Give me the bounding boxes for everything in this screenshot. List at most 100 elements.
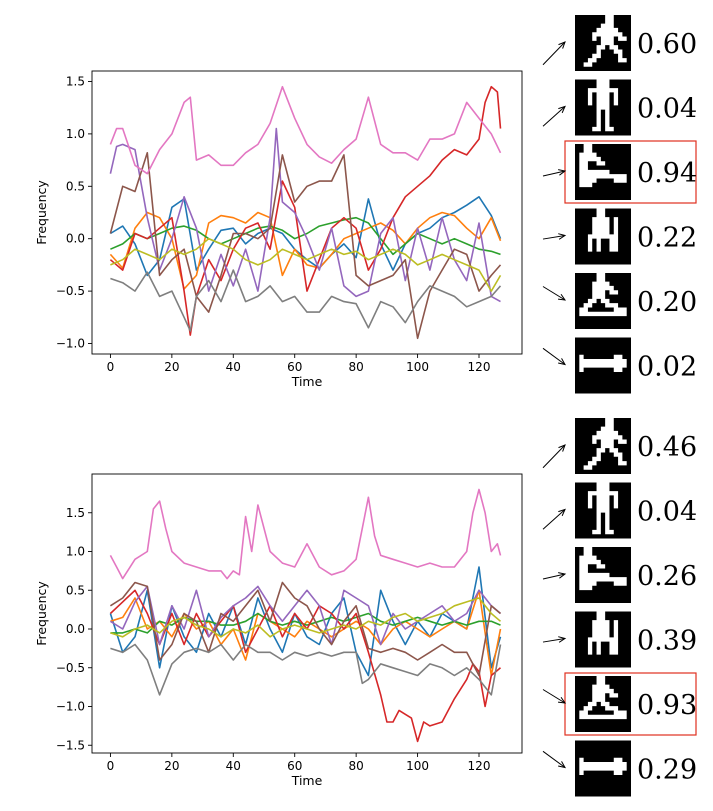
arrow [542, 572, 567, 580]
arrow [542, 286, 567, 301]
y-tick-label: 0.5 [66, 583, 85, 597]
chart-panel-1: 0 20 40 60 80 100 120 −1.0 −0.5 0.0 0.5 1.0 1.5 Time F… [34, 70, 523, 389]
prediction-row: 0.26 [542, 547, 697, 603]
prediction-column-2: 0.46 0.04 0.26 0.39 0.93 0.29 [542, 418, 697, 797]
y-tick-label: −0.5 [56, 284, 85, 298]
lying-icon [575, 740, 631, 797]
arrow-shaft [542, 750, 566, 768]
probability-score: 0.26 [637, 561, 697, 592]
sitting-on-floor-icon [575, 547, 631, 603]
probability-score: 0.60 [637, 29, 697, 60]
arrow [542, 347, 566, 366]
series-line-7 [109, 85, 502, 175]
series-line-8 [110, 269, 502, 332]
icon-figure [579, 757, 627, 775]
x-tick-label: 100 [406, 759, 429, 773]
standing-icon [575, 482, 631, 539]
x-tick-label: 40 [226, 759, 241, 773]
arrow-shaft [542, 106, 566, 127]
arrow-head [558, 41, 566, 49]
x-tick-label: 20 [164, 759, 179, 773]
prediction-row: 0.39 [542, 611, 697, 668]
arrow-shaft [542, 638, 566, 643]
prediction-row: 0.20 [542, 273, 697, 329]
y-tick-label: 1.0 [66, 127, 85, 141]
prediction-row: 0.60 [542, 15, 697, 71]
lying-icon [575, 337, 631, 394]
arrow [542, 508, 566, 530]
arrow-shaft [542, 170, 566, 177]
chart-panel-2: 0 20 40 60 80 100 120 −1.5 −1.0 −0.5 0.0 0.5 1.0 1.5 T… [34, 473, 523, 788]
y-tick-label: 0.0 [66, 622, 85, 636]
arrow [542, 169, 567, 177]
arrow-head [558, 572, 567, 579]
probability-score: 0.39 [637, 626, 697, 657]
probability-score: 0.04 [637, 94, 697, 125]
arrow [542, 233, 567, 240]
icon-figure [579, 144, 627, 188]
arrow-head [557, 293, 567, 301]
highlight-box [564, 672, 697, 736]
icon-figure [583, 418, 627, 470]
series-group [109, 488, 502, 743]
x-tick-label: 120 [468, 759, 491, 773]
y-tick-label: 1.0 [66, 545, 85, 559]
prediction-row: 0.46 [542, 418, 697, 474]
arrow [542, 750, 566, 769]
sitting-on-floor-icon [575, 144, 631, 200]
y-tick-label: −1.0 [56, 700, 85, 714]
walking-icon [575, 15, 631, 71]
arrow-shaft [542, 235, 566, 240]
arrow [542, 636, 567, 643]
icon-figure [579, 676, 627, 720]
series-line-4 [109, 589, 502, 743]
icon-figure [579, 354, 627, 372]
arrow-head [558, 233, 567, 240]
series-line-8 [110, 643, 502, 696]
series-line-7 [109, 488, 502, 580]
arrow [542, 41, 566, 66]
probability-score: 0.94 [637, 158, 697, 189]
probability-score: 0.04 [637, 497, 697, 528]
icon-figure [579, 547, 627, 591]
probability-score: 0.29 [637, 755, 697, 786]
probability-score: 0.46 [637, 432, 697, 463]
highlight-box [564, 140, 697, 204]
y-axis-label: Frequency [34, 581, 49, 646]
arrow-head [557, 696, 567, 704]
x-tick-label: 120 [468, 360, 491, 374]
y-tick-label: 0.5 [66, 179, 85, 193]
arrow-head [558, 761, 566, 769]
series-line-5 [109, 127, 501, 303]
getting-up-icon [575, 273, 631, 329]
arrow-shaft [542, 509, 566, 530]
x-tick-label: 20 [164, 360, 179, 374]
x-tick-label: 0 [107, 360, 115, 374]
series-line-2 [110, 589, 502, 677]
arrow-head [558, 358, 566, 366]
arrow-shaft [542, 689, 566, 704]
prediction-row: 0.94 [542, 140, 697, 204]
sitting-on-chair-icon [575, 611, 631, 668]
prediction-row: 0.04 [542, 79, 697, 136]
arrow-head [558, 105, 566, 114]
icon-figure [587, 79, 619, 132]
icon-figure [579, 273, 627, 317]
arrow-head [558, 444, 566, 452]
y-tick-label: 1.5 [66, 74, 85, 88]
prediction-row: 0.02 [542, 337, 697, 394]
arrow [542, 444, 566, 469]
plot-frame [91, 473, 523, 754]
probability-score: 0.22 [637, 223, 697, 254]
prediction-row: 0.29 [542, 740, 697, 797]
walking-icon [575, 418, 631, 474]
arrow-shaft [542, 286, 566, 301]
prediction-row: 0.04 [542, 482, 697, 539]
series-line-6 [109, 581, 502, 677]
probability-score: 0.02 [637, 352, 697, 383]
series-line-4 [109, 85, 502, 336]
x-tick-label: 40 [226, 360, 241, 374]
arrow-head [558, 169, 567, 176]
y-tick-label: −1.5 [56, 738, 85, 752]
